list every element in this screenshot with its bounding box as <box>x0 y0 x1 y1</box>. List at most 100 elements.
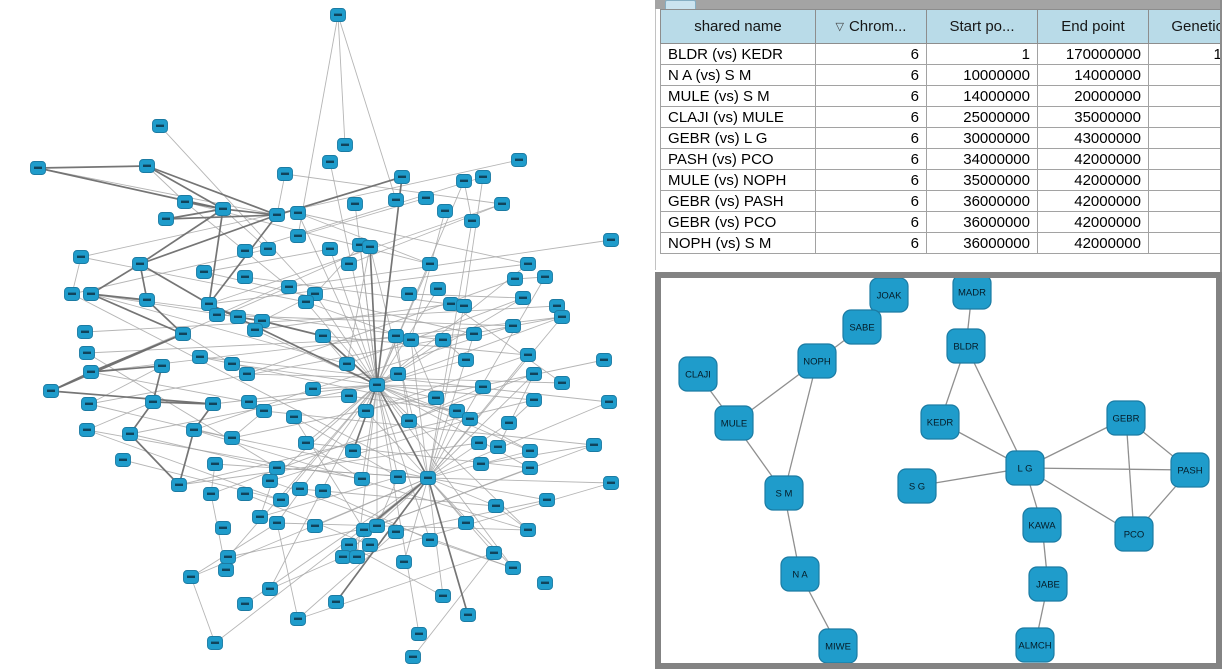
network-node-NOPH[interactable]: NOPH <box>797 343 837 379</box>
table-cell[interactable]: 43000000 <box>1037 127 1149 149</box>
network-node[interactable] <box>511 153 527 167</box>
network-node[interactable] <box>239 367 255 381</box>
network-node[interactable] <box>183 570 199 584</box>
network-node[interactable] <box>224 357 240 371</box>
network-node[interactable] <box>79 346 95 360</box>
network-node-MADR[interactable]: MADR <box>952 278 992 310</box>
network-node-BLDR[interactable]: BLDR <box>946 328 986 364</box>
network-node[interactable] <box>401 287 417 301</box>
network-node[interactable] <box>422 257 438 271</box>
table-cell[interactable]: 14000000 <box>1037 64 1149 86</box>
network-node[interactable] <box>418 191 434 205</box>
network-node[interactable] <box>277 167 293 181</box>
network-node[interactable] <box>405 650 421 664</box>
network-node[interactable] <box>209 308 225 322</box>
table-cell[interactable]: 20000000 <box>1037 85 1149 107</box>
network-node[interactable] <box>305 382 321 396</box>
network-node[interactable] <box>449 404 465 418</box>
table-cell[interactable]: 36000000 <box>926 232 1038 254</box>
network-node[interactable] <box>207 636 223 650</box>
column-header-chrom[interactable]: ▽ Chrom... <box>815 9 927 44</box>
network-node[interactable] <box>456 174 472 188</box>
table-row[interactable]: GEBR (vs) PCO636000000420000008.4 <box>660 211 1222 233</box>
table-row[interactable]: N A (vs) S M610000000140000006.6 <box>660 64 1222 86</box>
network-node[interactable] <box>369 378 385 392</box>
table-cell[interactable]: 8.4 <box>1148 211 1222 233</box>
column-header-sharedname[interactable]: shared name <box>660 9 816 44</box>
table-cell[interactable]: N A (vs) S M <box>660 64 816 86</box>
network-node[interactable] <box>471 436 487 450</box>
network-node[interactable] <box>428 391 444 405</box>
network-node[interactable] <box>218 563 234 577</box>
network-node[interactable] <box>205 397 221 411</box>
table-cell[interactable]: 30000000 <box>926 127 1038 149</box>
table-cell[interactable]: 10.5 <box>1148 169 1222 191</box>
network-node[interactable] <box>337 138 353 152</box>
table-cell[interactable]: 6.6 <box>1148 64 1222 86</box>
table-cell[interactable]: 35000000 <box>926 169 1038 191</box>
network-node[interactable] <box>537 270 553 284</box>
network-node[interactable] <box>298 295 314 309</box>
network-node[interactable] <box>539 493 555 507</box>
network-node[interactable] <box>335 550 351 564</box>
network-node-SABE[interactable]: SABE <box>842 309 882 345</box>
network-node[interactable] <box>554 376 570 390</box>
network-node[interactable] <box>430 282 446 296</box>
network-node[interactable] <box>145 395 161 409</box>
network-node[interactable] <box>488 499 504 513</box>
network-node[interactable] <box>601 395 617 409</box>
network-node[interactable] <box>122 427 138 441</box>
network-node[interactable] <box>290 206 306 220</box>
network-node[interactable] <box>230 310 246 324</box>
network-node[interactable] <box>81 397 97 411</box>
network-node-SG[interactable]: S G <box>897 468 937 504</box>
network-node-PASH[interactable]: PASH <box>1170 452 1210 488</box>
network-node[interactable] <box>466 327 482 341</box>
table-cell[interactable]: 6 <box>815 169 927 191</box>
network-node[interactable] <box>401 414 417 428</box>
network-node[interactable] <box>526 367 542 381</box>
network-node[interactable] <box>394 170 410 184</box>
network-node[interactable] <box>154 359 170 373</box>
network-node[interactable] <box>501 416 517 430</box>
table-cell[interactable]: 5.9 <box>1148 106 1222 128</box>
network-node[interactable] <box>139 159 155 173</box>
network-node[interactable] <box>354 472 370 486</box>
table-cell[interactable]: 35000000 <box>1037 106 1149 128</box>
network-node[interactable] <box>515 291 531 305</box>
network-node[interactable] <box>192 350 208 364</box>
network-node[interactable] <box>341 389 357 403</box>
network-node[interactable] <box>307 519 323 533</box>
table-cell[interactable]: 34000000 <box>926 148 1038 170</box>
table-cell[interactable]: 6 <box>815 64 927 86</box>
network-node[interactable] <box>237 597 253 611</box>
network-node[interactable] <box>115 453 131 467</box>
network-node[interactable] <box>388 525 404 539</box>
table-cell[interactable]: 6 <box>815 190 927 212</box>
network-node[interactable] <box>207 457 223 471</box>
network-node-ALMCH[interactable]: ALMCH <box>1015 627 1055 663</box>
network-node[interactable] <box>30 161 46 175</box>
network-node[interactable] <box>171 478 187 492</box>
network-node[interactable] <box>435 333 451 347</box>
network-node-KEDR[interactable]: KEDR <box>920 404 960 440</box>
network-node[interactable] <box>475 170 491 184</box>
network-node[interactable] <box>339 357 355 371</box>
network-node[interactable] <box>262 474 278 488</box>
network-node[interactable] <box>347 197 363 211</box>
network-node[interactable] <box>328 595 344 609</box>
network-node[interactable] <box>437 204 453 218</box>
network-node[interactable] <box>390 470 406 484</box>
table-tab[interactable] <box>665 0 696 9</box>
network-node[interactable] <box>520 348 536 362</box>
network-node[interactable] <box>507 272 523 286</box>
network-node[interactable] <box>237 487 253 501</box>
network-node[interactable] <box>460 608 476 622</box>
network-node[interactable] <box>241 395 257 409</box>
column-header-startpo[interactable]: Start po... <box>926 9 1038 44</box>
network-node[interactable] <box>522 444 538 458</box>
table-cell[interactable]: 7.5 <box>1148 85 1222 107</box>
table-cell[interactable]: 6 <box>815 232 927 254</box>
network-node[interactable] <box>458 353 474 367</box>
network-node[interactable] <box>330 8 346 22</box>
